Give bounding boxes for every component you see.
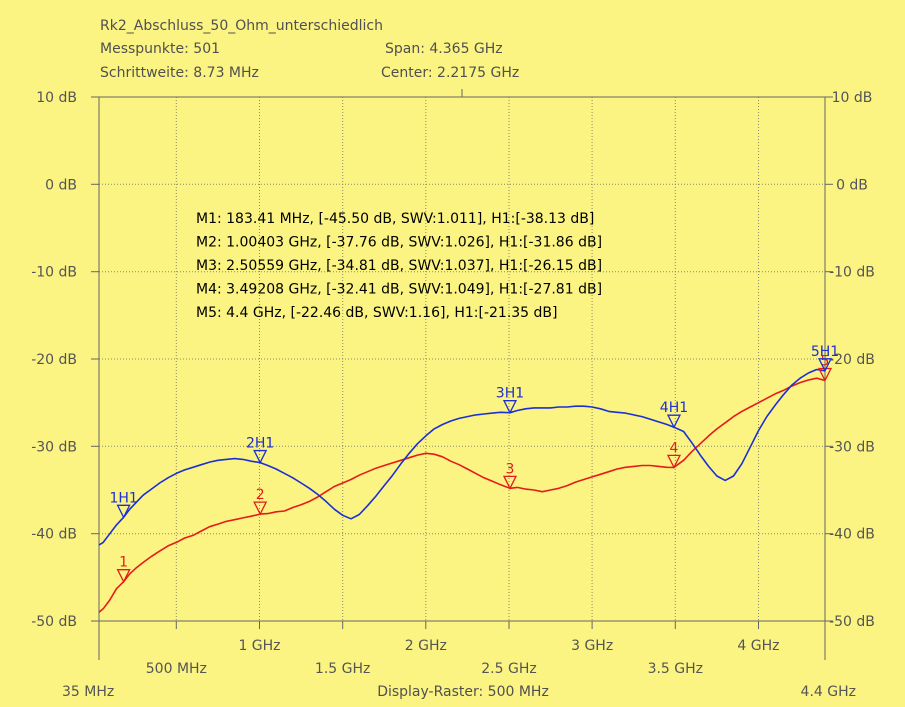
x-tick-label: 1 GHz (238, 638, 280, 654)
center-label: Center: 2.2175 GHz (381, 65, 519, 81)
marker-triangle (254, 451, 266, 463)
chart-title: Rk2_Abschluss_50_Ohm_unterschiedlich (100, 18, 383, 34)
marker-annotation: M4: 3.49208 GHz, [-32.41 dB, SWV:1.049],… (196, 282, 602, 298)
marker-label: 4 (670, 440, 679, 456)
marker-annotation: M5: 4.4 GHz, [-22.46 dB, SWV:1.16], H1:[… (196, 305, 558, 321)
marker-label: 2H1 (246, 436, 274, 452)
x-tick-labels-lower: 500 MHz 1.5 GHz 2.5 GHz 3.5 GHz (146, 661, 703, 677)
y-tick-label: 0 dB (836, 177, 868, 193)
x-tick-label: 2 GHz (405, 638, 447, 654)
y-tick-label: -40 dB (31, 527, 77, 543)
y-tick-label: -30 dB (31, 439, 77, 455)
marker-triangle (254, 502, 266, 514)
marker-label: 5H1 (811, 344, 839, 360)
chart-grid (99, 97, 825, 621)
x-end-label: 4.4 GHz (801, 684, 856, 700)
marker-label: 2 (256, 487, 265, 503)
y-tick-label: 0 dB (45, 177, 77, 193)
marker-triangle (668, 455, 680, 467)
x-tick-labels-upper: 1 GHz 2 GHz 3 GHz 4 GHz (238, 638, 779, 654)
series-line-0 (99, 378, 825, 612)
y-tick-label: -10 dB (31, 265, 77, 281)
marker-label: 1 (119, 555, 128, 571)
series-lines (99, 370, 825, 613)
x-tick-label: 500 MHz (146, 661, 207, 677)
y-tick-label: 10 dB (832, 90, 873, 106)
marker-label: 4H1 (660, 400, 688, 416)
y-tick-label: -40 dB (829, 527, 875, 543)
x-tick-label: 2.5 GHz (481, 661, 536, 677)
marker-label: 3 (506, 461, 515, 477)
y-tick-label: -20 dB (31, 352, 77, 368)
x-tick-label: 3 GHz (571, 638, 613, 654)
y-tick-labels-right: 10 dB0 dB-10 dB-20 dB-30 dB-40 dB-50 dB (829, 90, 875, 630)
span-label: Span: 4.365 GHz (385, 41, 503, 57)
marker-label: 3H1 (496, 386, 524, 402)
series-line-1 (99, 370, 825, 546)
display-raster-label: Display-Raster: 500 MHz (377, 684, 549, 700)
y-tick-label: -10 dB (829, 265, 875, 281)
y-tick-label: 10 dB (36, 90, 77, 106)
y-tick-label: -30 dB (829, 439, 875, 455)
schrittweite-label: Schrittweite: 8.73 MHz (100, 65, 259, 81)
x-tick-label: 3.5 GHz (648, 661, 703, 677)
marker-annotations: M1: 183.41 MHz, [-45.50 dB, SWV:1.011], … (196, 211, 602, 321)
marker-annotation: M1: 183.41 MHz, [-45.50 dB, SWV:1.011], … (196, 211, 594, 227)
y-tick-label: -50 dB (829, 614, 875, 630)
x-tick-label: 1.5 GHz (315, 661, 370, 677)
marker-annotation: M3: 2.50559 GHz, [-34.81 dB, SWV:1.037],… (196, 258, 602, 274)
tick-marks (91, 89, 833, 660)
y-tick-labels-left: 10 dB 0 dB -10 dB -20 dB -30 dB -40 dB -50 dB (31, 90, 77, 630)
messpunkte-label: Messpunkte: 501 (100, 41, 220, 57)
x-tick-label: 4 GHz (737, 638, 779, 654)
marker-annotation: M2: 1.00403 GHz, [-37.76 dB, SWV:1.026],… (196, 235, 602, 251)
marker-label: 1H1 (109, 490, 137, 506)
y-tick-label: -50 dB (31, 614, 77, 630)
x-end-label: 35 MHz (62, 684, 114, 700)
